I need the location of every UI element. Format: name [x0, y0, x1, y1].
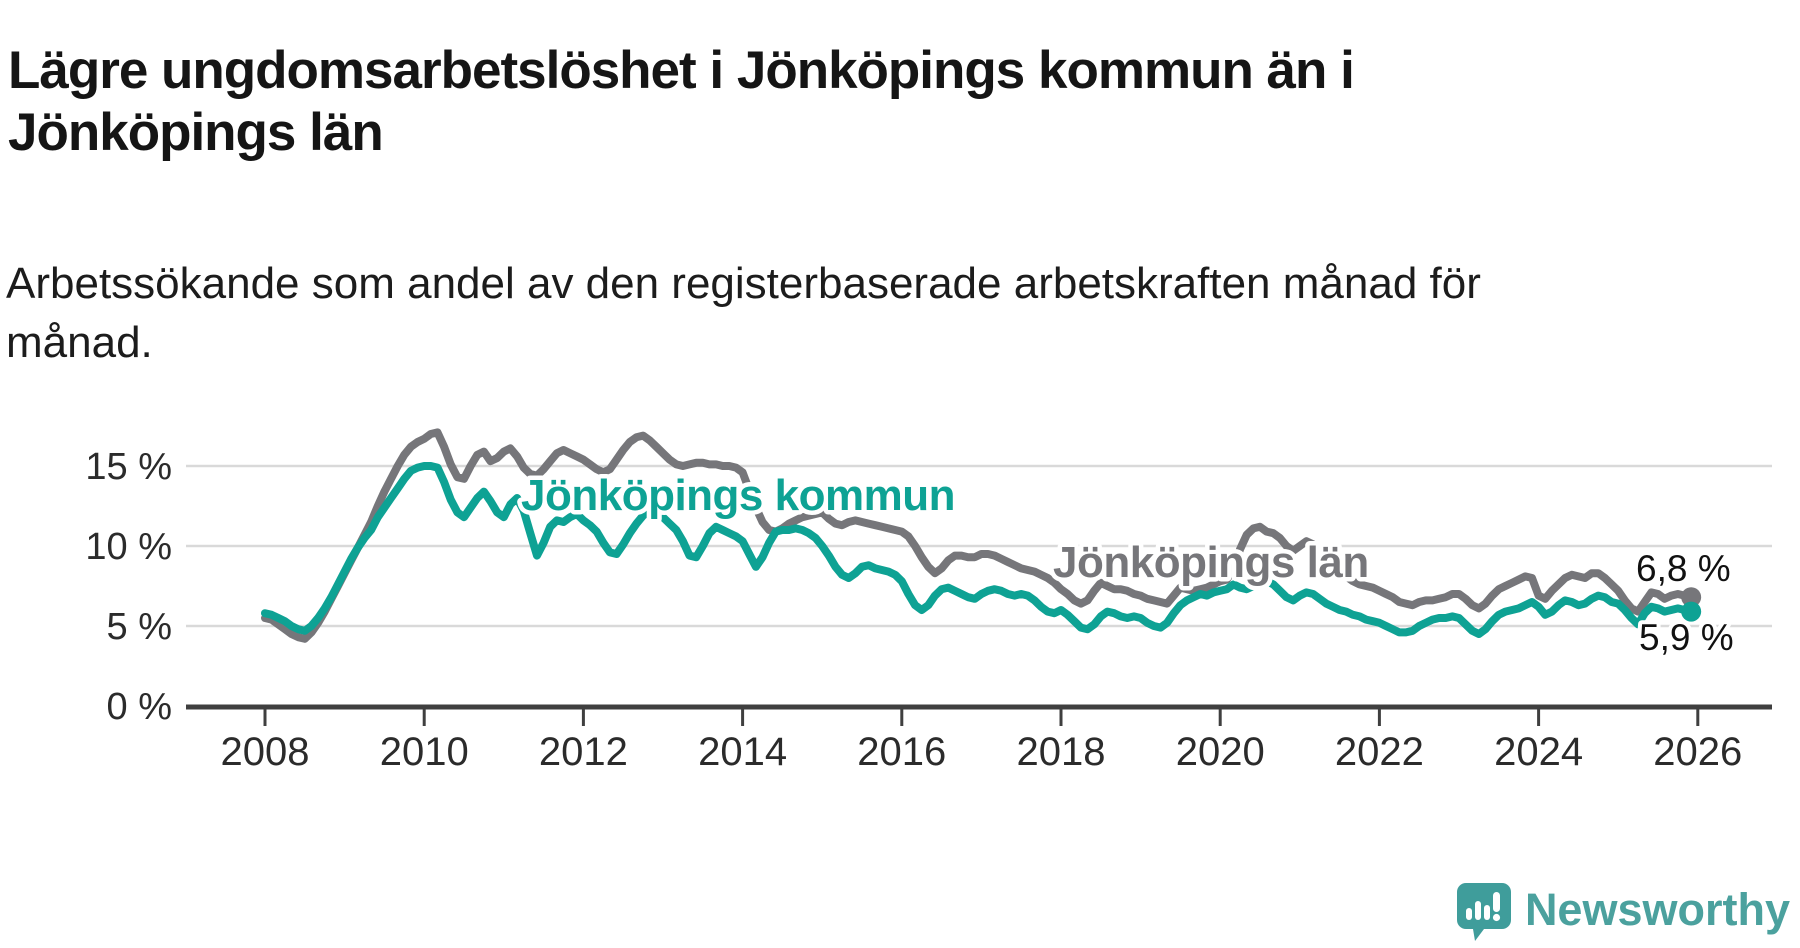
x-axis-tick-label: 2026	[1653, 730, 1742, 774]
chart-title: Lägre ungdomsarbetslöshet i Jönköpings k…	[8, 40, 1768, 165]
series-line-lan	[261, 428, 1696, 643]
x-axis-tick-label: 2020	[1176, 730, 1265, 774]
y-axis-tick-label: 10 %	[85, 526, 172, 568]
x-axis-tick-label: 2022	[1335, 730, 1424, 774]
chart-title-line1: Lägre ungdomsarbetslöshet i Jönköpings k…	[8, 40, 1355, 100]
end-value-label-lan: 6,8 %	[1636, 548, 1731, 589]
series-label-kommun: Jönköpings kommun	[521, 471, 955, 520]
series-end-dot-kommun	[1681, 601, 1702, 622]
series-label-lan: Jönköpings län	[1053, 538, 1369, 587]
chart-subtitle-line1: Arbetssökande som andel av den registerb…	[6, 259, 1481, 308]
newsworthy-brand-text: Newsworthy	[1524, 883, 1790, 935]
x-axis-tick-label: 2016	[857, 730, 946, 774]
x-axis-tick-label: 2010	[380, 730, 469, 774]
chart-subtitle-line2: månad.	[6, 318, 153, 368]
end-value-label-kommun: 5,9 %	[1639, 617, 1734, 658]
y-axis-tick-label: 5 %	[107, 606, 172, 648]
chart-title-line2: Jönköpings län	[8, 103, 384, 163]
newsworthy-speech-bubble-bar-chart-icon	[1456, 883, 1511, 941]
x-axis-tick-label: 2024	[1494, 730, 1583, 774]
series-end-dot-lan	[1681, 587, 1702, 608]
y-axis-tick-label: 15 %	[85, 446, 172, 488]
newsworthy-logo: Newsworthy	[1456, 882, 1790, 942]
chart-subtitle: Arbetssökande som andel av den registerb…	[6, 254, 1506, 373]
x-axis-tick-label: 2012	[539, 730, 628, 774]
x-axis-tick-label: 2014	[698, 730, 787, 774]
x-axis-tick-label: 2008	[221, 730, 310, 774]
x-axis-tick-label: 2018	[1017, 730, 1106, 774]
series-line-kommun	[261, 462, 1696, 638]
y-axis-tick-label: 0 %	[107, 686, 172, 728]
